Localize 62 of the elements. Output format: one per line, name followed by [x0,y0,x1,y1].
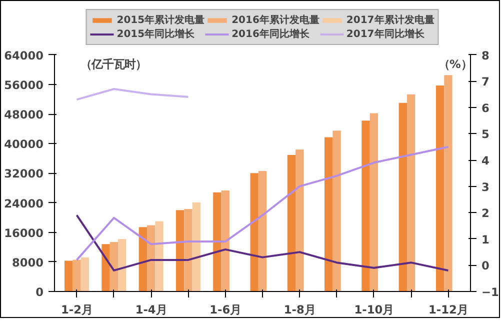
y2-tick-label: 7 [482,74,490,89]
y-tick-label: 48000 [4,108,44,122]
y2-tick-label: 8 [482,48,490,62]
legend-label: 2017年同比增长 [346,28,424,41]
bar [221,190,230,292]
bar [362,120,370,292]
bar [184,209,192,292]
x-tick-label: 1-12月 [428,302,468,316]
y-tick-label: 0 [36,285,44,299]
legend-label: 2017年累计发电量 [346,14,434,27]
y2-tick-label: 0 [482,258,490,273]
y2-tick-label: −1 [482,285,499,299]
bar [406,94,416,292]
bar [258,170,267,292]
legend-label: 2016年同比增长 [232,28,310,41]
y-tick-label: 16000 [4,226,44,240]
bar [102,244,110,292]
legend-label: 2016年累计发电量 [232,14,320,27]
bar [332,130,341,292]
legend-label: 2015年同比增长 [116,28,195,41]
bar [436,86,444,292]
y2-tick-label: 3 [482,180,490,194]
y2-tick-label: 4 [482,154,490,168]
x-tick-label: 1-8月 [284,302,316,316]
line-series [76,146,450,261]
y2-tick-label: 5 [482,127,490,142]
y-tick-label: 56000 [4,78,44,92]
line-series [76,88,190,101]
line-series [76,214,450,272]
y2-tick-label: 1 [482,232,490,246]
x-tick-label: 1-6月 [210,302,242,316]
bar [444,75,452,292]
bar [192,202,200,292]
bar [118,238,126,292]
x-tick-label: 1-2月 [61,302,93,316]
bar [370,113,378,292]
bar [296,150,304,292]
y-tick-label: 40000 [4,137,44,152]
bar [155,221,164,292]
legend-label: 2015年累计发电量 [116,14,205,27]
bar [72,260,81,292]
y2-tick-label: 2 [482,206,490,220]
bar [176,210,184,292]
annotation: （亿千瓦时） [80,56,146,71]
bar [398,102,407,292]
bar [287,155,296,292]
x-tick-label: 1-4月 [135,302,167,316]
bar [80,257,90,292]
annotation: （%） [438,56,472,71]
bar [110,242,118,292]
y-tick-label: 24000 [4,196,44,210]
y-tick-label: 64000 [4,48,44,62]
y-tick-label: 8000 [12,255,44,270]
bar [213,192,222,292]
bar [324,137,333,292]
bar [146,225,156,292]
x-tick-label: 1-10月 [354,302,394,316]
y-tick-label: 32000 [4,166,44,181]
bar [138,227,147,292]
y2-tick-label: 6 [482,100,490,115]
bar [250,173,258,292]
bar [64,260,73,292]
